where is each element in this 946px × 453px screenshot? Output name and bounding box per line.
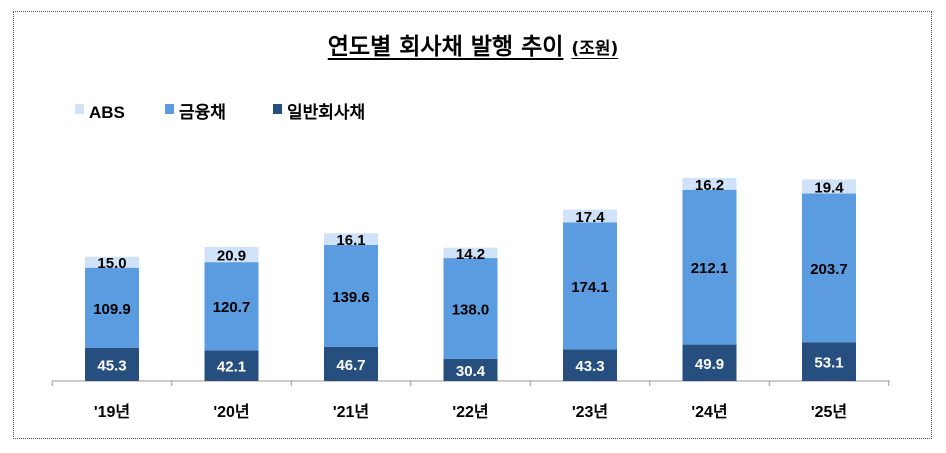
bar-segment [563, 209, 617, 223]
bar-segment [682, 189, 737, 345]
x-tick-label: '23년 [572, 402, 608, 421]
bar-segment [324, 233, 378, 246]
data-label: 19.4 [814, 179, 844, 196]
bar-segment [204, 246, 259, 263]
legend-swatch [165, 104, 174, 114]
bar-segment [85, 267, 139, 348]
data-label: 15.0 [97, 255, 126, 272]
chart-frame [13, 11, 932, 439]
bar-segment [563, 349, 617, 381]
x-tick-label: '20년 [213, 402, 249, 421]
data-label: 212.1 [691, 260, 729, 277]
data-label: 139.6 [332, 289, 370, 306]
x-tick-label: '22년 [452, 402, 488, 421]
data-label: 16.2 [695, 177, 724, 194]
bar-segment [85, 256, 139, 268]
data-label: 120.7 [213, 299, 251, 316]
data-label: 16.1 [336, 232, 365, 249]
data-label: 203.7 [810, 261, 848, 278]
bar-segment [802, 193, 856, 343]
data-label: 20.9 [217, 248, 246, 265]
data-label: 138.0 [452, 301, 490, 318]
title-text: 연도별 회사채 발행 추이 [327, 34, 564, 60]
data-label: 43.3 [575, 358, 604, 375]
bar-segment [802, 179, 856, 194]
bar-segment [682, 177, 737, 190]
data-label: 30.4 [456, 363, 486, 380]
data-label: 109.9 [93, 301, 131, 318]
x-tick-label: '25년 [811, 402, 847, 421]
bar-segment [204, 262, 259, 351]
data-label: 49.9 [695, 356, 724, 373]
legend-swatch [75, 104, 84, 114]
bar-segment [204, 350, 259, 381]
bar-segment [563, 222, 617, 350]
bar-segment [682, 344, 737, 381]
x-tick-label: '19년 [94, 402, 130, 421]
bar-segment [443, 258, 498, 359]
legend-label: 금융채 [179, 103, 226, 122]
bar-segment [85, 347, 139, 381]
legend-label: 일반회사채 [287, 103, 365, 122]
legend-label: ABS [89, 103, 125, 122]
legend-swatch [273, 104, 282, 114]
bar-segment [324, 346, 378, 381]
data-label: 46.7 [336, 357, 365, 374]
bar-segment [324, 245, 378, 347]
bar-segment [443, 247, 498, 259]
data-label: 42.1 [217, 359, 246, 376]
data-label: 14.2 [456, 246, 485, 263]
bar-segment [802, 342, 856, 381]
x-tick-label: '24년 [691, 402, 727, 421]
chart-title: 연도별 회사채 발행 추이 (조원) [0, 27, 946, 61]
data-label: 17.4 [575, 209, 605, 226]
x-tick-label: '21년 [333, 402, 369, 421]
bar-segment [443, 358, 498, 381]
data-label: 174.1 [571, 279, 609, 296]
data-label: 45.3 [97, 357, 126, 374]
title-unit: (조원) [571, 39, 619, 59]
data-label: 53.1 [814, 355, 843, 372]
